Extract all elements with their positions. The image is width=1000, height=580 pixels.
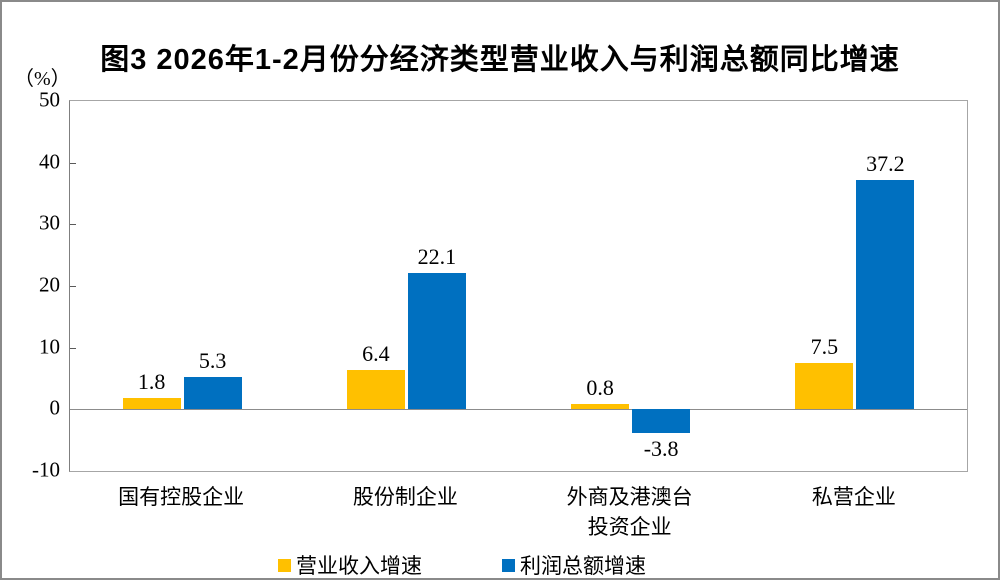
y-axis-tick-mark [70,224,76,225]
category-label: 股份制企业 [352,485,458,509]
bar [407,273,466,410]
bar [183,376,242,410]
legend-item: 利润总额增速 [502,550,646,578]
bar [122,398,181,410]
bar [856,179,915,410]
category-label: 私营企业 [811,485,896,509]
y-axis-unit-label: （%） [14,68,71,90]
category-label: 外商及港澳台 投资企业 [566,485,693,539]
bar [632,409,691,433]
y-axis-tick-label: 40 [39,149,60,174]
y-axis-tick-mark [70,348,76,349]
y-axis-tick-label: -10 [32,457,60,482]
plot-area: 1.8 5.3 6.4 22.1 0.8 -3.8 7.5 37.2 [69,100,968,472]
bar-value-label: 6.4 [362,340,390,366]
legend-swatch-icon [502,558,515,572]
y-axis-tick-label: 30 [39,210,60,235]
legend-label: 利润总额增速 [520,554,646,578]
bar-value-label: 22.1 [417,244,457,270]
y-axis-tick-mark [70,163,76,164]
category-label: 国有控股企业 [118,485,245,509]
bar-value-label: -3.8 [643,435,679,461]
chart-title: 图3 2026年1-2月份分经济类型营业收入与利润总额同比增速 [100,44,900,76]
bar [346,369,405,410]
bar-value-label: 5.3 [198,347,227,373]
legend-swatch-icon [278,558,291,572]
y-axis-tick-label: 50 [39,87,60,112]
legend: 营业收入增速 利润总额增速 [2,550,922,578]
y-axis-tick-label: 10 [39,334,60,359]
bar-value-label: 1.8 [137,369,166,395]
legend-item: 营业收入增速 [278,550,422,578]
zero-baseline [70,409,967,410]
y-axis-tick-label: 0 [49,395,61,420]
legend-label: 营业收入增速 [296,554,422,578]
bar [571,404,630,410]
bar-value-label: 37.2 [866,150,905,176]
y-axis-tick-mark [70,286,76,287]
bar [795,363,854,410]
bar-value-label: 0.8 [586,375,614,401]
bar-value-label: 7.5 [810,334,839,360]
y-axis-tick-label: 20 [39,272,60,297]
